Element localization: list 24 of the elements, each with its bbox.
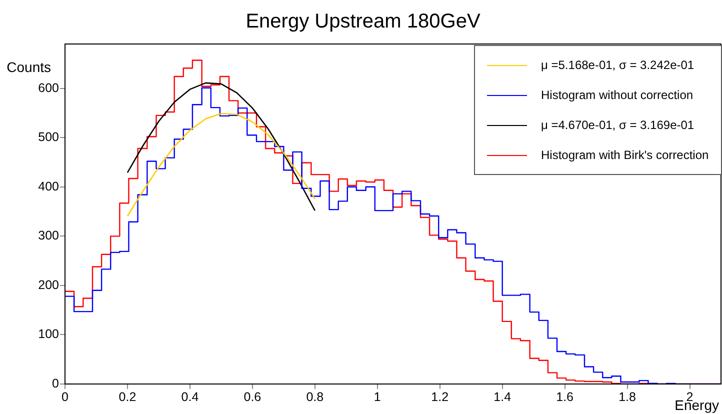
y-axis-title: Counts bbox=[6, 58, 51, 75]
x-tick-label: 2 bbox=[686, 390, 694, 404]
y-tick-label: 400 bbox=[38, 179, 60, 194]
chart-title: Energy Upstream 180GeV bbox=[246, 10, 481, 33]
x-tick-label: 1.8 bbox=[618, 390, 636, 404]
y-tick-label: 100 bbox=[38, 327, 60, 342]
x-tick-label: 0.4 bbox=[181, 390, 199, 404]
x-tick-label: 0.8 bbox=[306, 390, 324, 404]
y-tick-label: 300 bbox=[38, 228, 60, 243]
x-tick-label: 0.6 bbox=[244, 390, 262, 404]
x-tick-label: 1.6 bbox=[556, 390, 574, 404]
x-tick-label: 1 bbox=[374, 390, 381, 404]
legend-label: μ =4.670e-01, σ = 3.169e-01 bbox=[541, 118, 694, 132]
legend-label: Histogram without correction bbox=[541, 88, 694, 102]
x-tick-label: 0.2 bbox=[118, 390, 136, 404]
legend-label: Histogram with Birk's correction bbox=[541, 148, 709, 162]
y-tick-label: 600 bbox=[38, 80, 60, 95]
x-tick-label: 1.2 bbox=[431, 390, 449, 404]
legend-label: μ =5.168e-01, σ = 3.242e-01 bbox=[541, 58, 694, 72]
x-tick-label: 1.4 bbox=[494, 390, 512, 404]
x-tick-label: 0 bbox=[62, 390, 69, 404]
y-tick-label: 0 bbox=[52, 376, 60, 390]
y-tick-label: 200 bbox=[38, 278, 60, 292]
y-tick-label: 500 bbox=[38, 130, 60, 144]
